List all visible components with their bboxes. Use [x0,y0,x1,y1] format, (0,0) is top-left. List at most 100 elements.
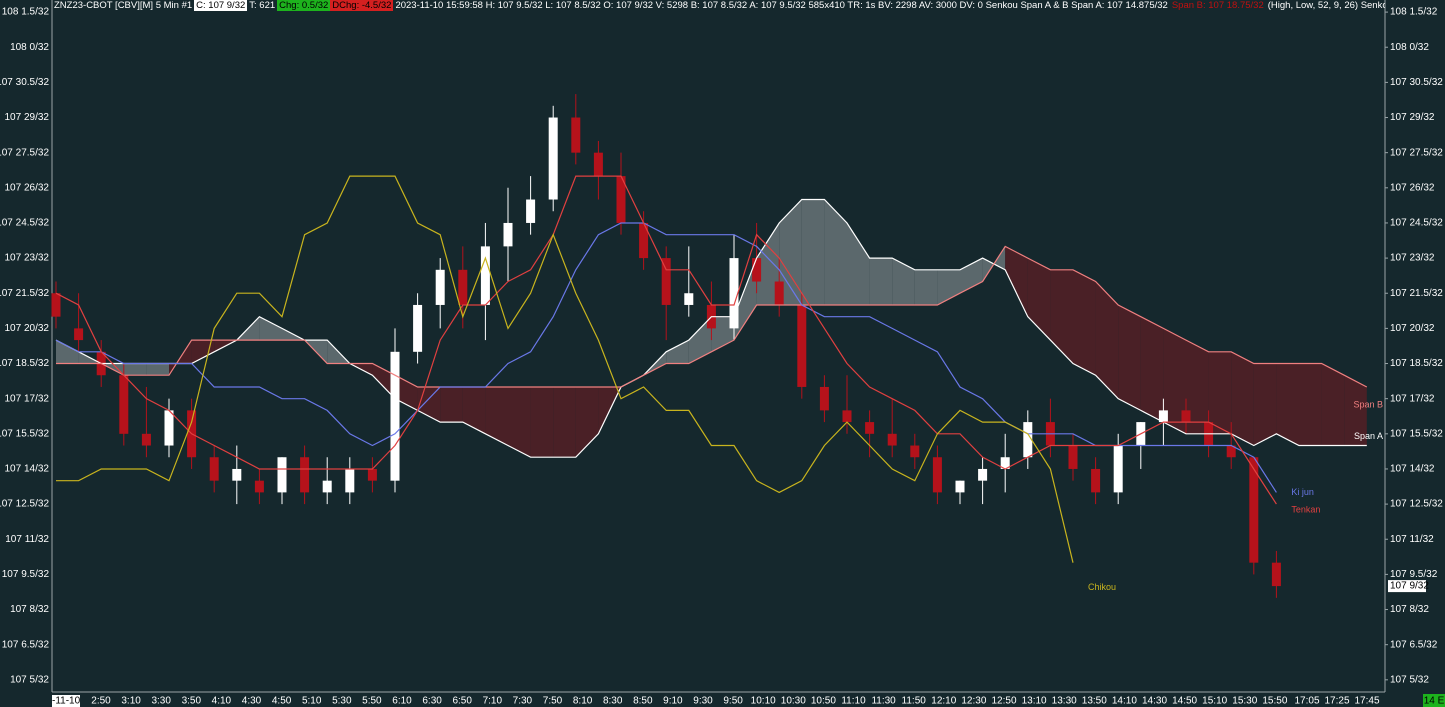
y-tick-label-left: 108 0/32 [10,42,49,53]
y-tick-label-left: 107 9.5/32 [2,569,50,580]
cloud-segment [892,258,915,305]
cloud-segment [1005,246,1028,317]
cloud-segment [1073,269,1096,376]
x-tick-label: 17:45 [1354,696,1379,707]
cloud-segment [1231,351,1254,446]
y-tick-label-right: 107 17/32 [1390,393,1435,404]
cloud-segment [1276,363,1299,446]
cloud-segment [553,386,576,458]
candle-body [435,269,445,305]
cloud-segment [1321,363,1345,446]
candle-body [978,468,988,481]
indicator-line [55,222,1277,493]
cloud-segment [914,269,938,305]
cloud-segment [575,386,599,458]
status-bar: ZNZ23-CBOT [CBV][M] 5 Min #1 C: 107 9/32 T… [52,0,1385,12]
y-tick-label-left: 107 6.5/32 [2,639,50,650]
y-tick-label-right: 107 20/32 [1390,323,1435,334]
y-tick-label-left: 107 26/32 [5,182,50,193]
corner-badge [1423,694,1445,707]
cloud-segment [1344,375,1367,446]
cloud-segment [824,199,847,305]
x-tick-label: 3:50 [182,696,202,707]
x-tick-label: 8:30 [603,696,623,707]
candle-body [300,457,310,493]
candle-body [684,293,694,305]
y-tick-label-right: 107 26/32 [1390,182,1435,193]
x-tick-label: 7:30 [513,696,533,707]
y-tick-label-left: 107 21.5/32 [0,288,49,299]
x-tick-label: 9:10 [663,696,683,707]
x-tick-label: 6:50 [452,696,472,707]
candle-body [1023,422,1033,458]
line-label: Ki jun [1291,487,1314,497]
candle-body [819,386,829,411]
y-tick-label-right: 107 21.5/32 [1390,288,1443,299]
cloud-segment [666,340,689,364]
y-tick-label-left: 107 17/32 [5,393,50,404]
candle-body [797,304,807,387]
cloud-segment [1253,363,1277,446]
candle-body [910,445,920,458]
x-tick-label: 4:30 [242,696,262,707]
x-tick-label: 4:10 [212,696,232,707]
candle-body [955,480,965,493]
y-tick-label-right: 107 29/32 [1390,112,1435,123]
x-tick-label: 14:50 [1172,696,1197,707]
candle-body [593,152,603,177]
candle-body [74,328,84,341]
symbol: ZNZ23-CBOT [CBV][M] 5 Min #1 [54,0,193,11]
x-tick-label: 17:05 [1294,696,1319,707]
last-price-box [1388,580,1426,593]
x-tick-label: 11:30 [871,696,896,707]
cloud-segment [146,363,169,376]
candle-body [503,222,513,247]
candle-body [1091,468,1101,493]
candle-body [51,293,61,317]
candle-body [729,258,739,329]
x-tick-label: 12:10 [931,696,956,707]
cloud-segment [1163,328,1186,434]
y-tick-label-left: 107 5/32 [10,674,49,685]
x-tick-label: 3:10 [121,696,141,707]
candle-body [1158,410,1168,423]
x-tick-label: 8:10 [573,696,593,707]
cloud-segment [1095,281,1119,399]
candle-body [164,410,174,446]
x-tick-label: 13:10 [1022,696,1047,707]
candle-body [1068,445,1078,469]
x-tick-label: -11-10 [52,696,81,707]
x-tick-label: 13:30 [1052,696,1077,707]
y-tick-label-left: 107 18.5/32 [0,358,49,369]
candle-body [1000,457,1010,469]
x-tick-label: 2:50 [91,696,111,707]
corner-label: 14 E [1424,696,1445,707]
candle-body [932,457,942,493]
y-tick-label-right: 107 12.5/32 [1390,499,1443,510]
x-tick-label: 5:10 [302,696,322,707]
y-tick-label-right: 107 8/32 [1390,604,1429,615]
y-tick-label-left: 107 23/32 [5,253,50,264]
y-tick-label-right: 107 9.5/32 [1390,569,1438,580]
indicator-line [56,175,1074,563]
cloud-segment [847,222,870,305]
close-field: C: 107 9/32 [194,0,248,11]
cloud-segment [1027,258,1051,341]
y-tick-label-right: 108 1.5/32 [1390,7,1438,18]
candle-body [661,258,671,305]
y-tick-label-left: 107 27.5/32 [0,147,49,158]
x-tick-label: 9:30 [693,696,713,707]
candle-body [774,281,784,305]
candle-body [1249,457,1259,563]
cloud-segment [56,340,79,364]
x-tick-label: 11:50 [902,696,927,707]
candle-body [639,222,649,259]
candle-body [1113,445,1123,493]
line-label: Chikou [1088,582,1116,592]
y-tick-label-left: 107 12.5/32 [0,499,49,510]
y-tick-label-left: 107 15.5/32 [0,428,49,439]
daily-change-field: DChg: -4.5/32 [330,0,394,11]
x-tick-label: 14:10 [1112,696,1137,707]
x-tick-label: 15:50 [1262,696,1287,707]
